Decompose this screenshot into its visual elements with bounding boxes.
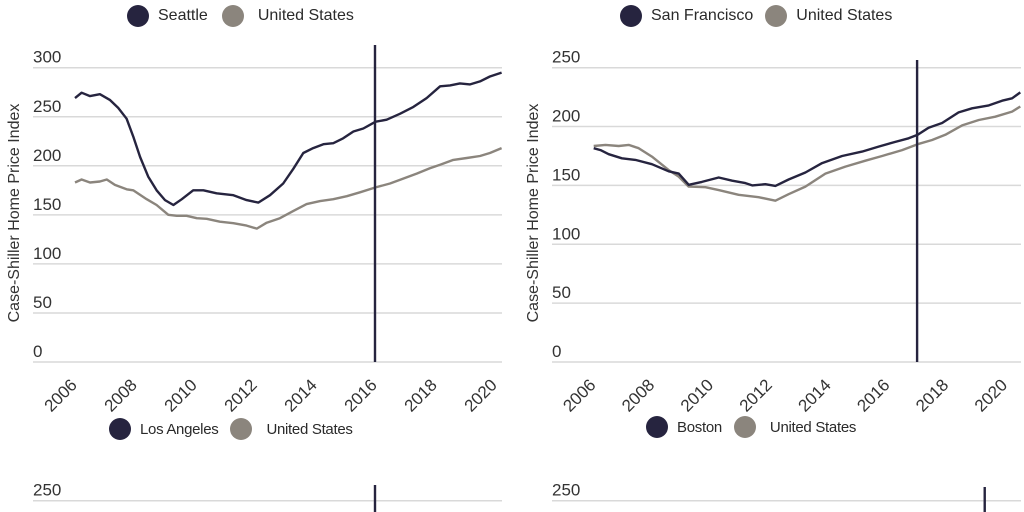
x-tick-label: 2012: [736, 375, 776, 415]
us-swatch-icon: [765, 5, 788, 27]
legend-label-us: United States: [796, 7, 893, 24]
chart-2: 0 50 100 150 200 250 2006 2008 2010 2012 2014 2016 2…: [525, 48, 1022, 416]
legend-boston: Boston United States: [646, 416, 868, 438]
us-swatch-icon: [221, 5, 244, 27]
legend-label-city: Boston: [677, 418, 722, 436]
legend-label-us: United States: [266, 420, 353, 438]
seattle-swatch-icon: [127, 5, 149, 27]
y-axis-label: Case-Shiller Home Price Index: [6, 104, 23, 323]
x-tick-label: 2010: [161, 375, 201, 415]
y-axis-label: Case-Shiller Home Price Index: [525, 104, 542, 323]
x-tick-label: 2006: [559, 375, 599, 415]
legend-los-angeles: Los Angeles United States: [109, 418, 365, 440]
x-tick-label: 2006: [41, 375, 81, 415]
x-tick-label: 2018: [401, 375, 441, 415]
y-tick-label: 100: [552, 224, 580, 243]
legend-san-francisco: San Francisco United States: [620, 5, 904, 27]
us-swatch-icon: [230, 418, 253, 440]
chart-1: 0 50 100 150 200 250 300 2006 2008 2010 2012 2014 20…: [6, 45, 503, 416]
x-tick-label: 2020: [971, 375, 1011, 415]
y-tick-label: 100: [33, 244, 61, 263]
seattle-series-line: [74, 71, 502, 207]
y-tick-label: 250: [33, 481, 61, 500]
x-tick-label: 2020: [461, 375, 501, 415]
y-tick-label: 0: [552, 342, 561, 361]
x-tick-label: 2012: [221, 375, 261, 415]
y-tick-label: 250: [552, 481, 580, 500]
x-tick-label: 2016: [341, 375, 381, 415]
san-francisco-series-line: [593, 91, 1022, 188]
legend-seattle: Seattle United States: [127, 5, 366, 27]
la-swatch-icon: [109, 418, 131, 440]
x-tick-label: 2008: [618, 375, 658, 415]
us-series-line: [74, 146, 503, 230]
x-tick-label: 2008: [101, 375, 141, 415]
us-swatch-icon: [733, 416, 756, 438]
y-tick-label: 150: [552, 165, 580, 184]
x-tick-label: 2018: [912, 375, 952, 415]
x-tick-label: 2016: [853, 375, 893, 415]
legend-label-us: United States: [257, 7, 354, 24]
y-tick-label: 250: [33, 97, 61, 116]
sf-swatch-icon: [620, 5, 642, 27]
x-tick-label: 2014: [281, 375, 321, 415]
y-tick-label: 150: [33, 195, 61, 214]
us-series-line: [593, 105, 1021, 202]
legend-label-city: Seattle: [158, 7, 208, 24]
y-tick-label: 300: [33, 48, 61, 67]
y-tick-label: 250: [552, 48, 580, 67]
legend-label-us: United States: [769, 418, 857, 436]
chart-3: 250: [33, 481, 502, 512]
chart-4: 250: [552, 481, 1021, 512]
boston-swatch-icon: [646, 416, 668, 438]
y-tick-label: 200: [33, 146, 61, 165]
y-tick-label: 0: [33, 342, 42, 361]
x-tick-label: 2010: [677, 375, 717, 415]
legend-label-city: Los Angeles: [140, 420, 219, 438]
y-tick-label: 50: [552, 283, 571, 302]
y-tick-label: 50: [33, 293, 52, 312]
y-tick-label: 200: [552, 107, 580, 126]
legend-label-city: San Francisco: [651, 7, 754, 24]
x-tick-label: 2014: [795, 375, 835, 415]
